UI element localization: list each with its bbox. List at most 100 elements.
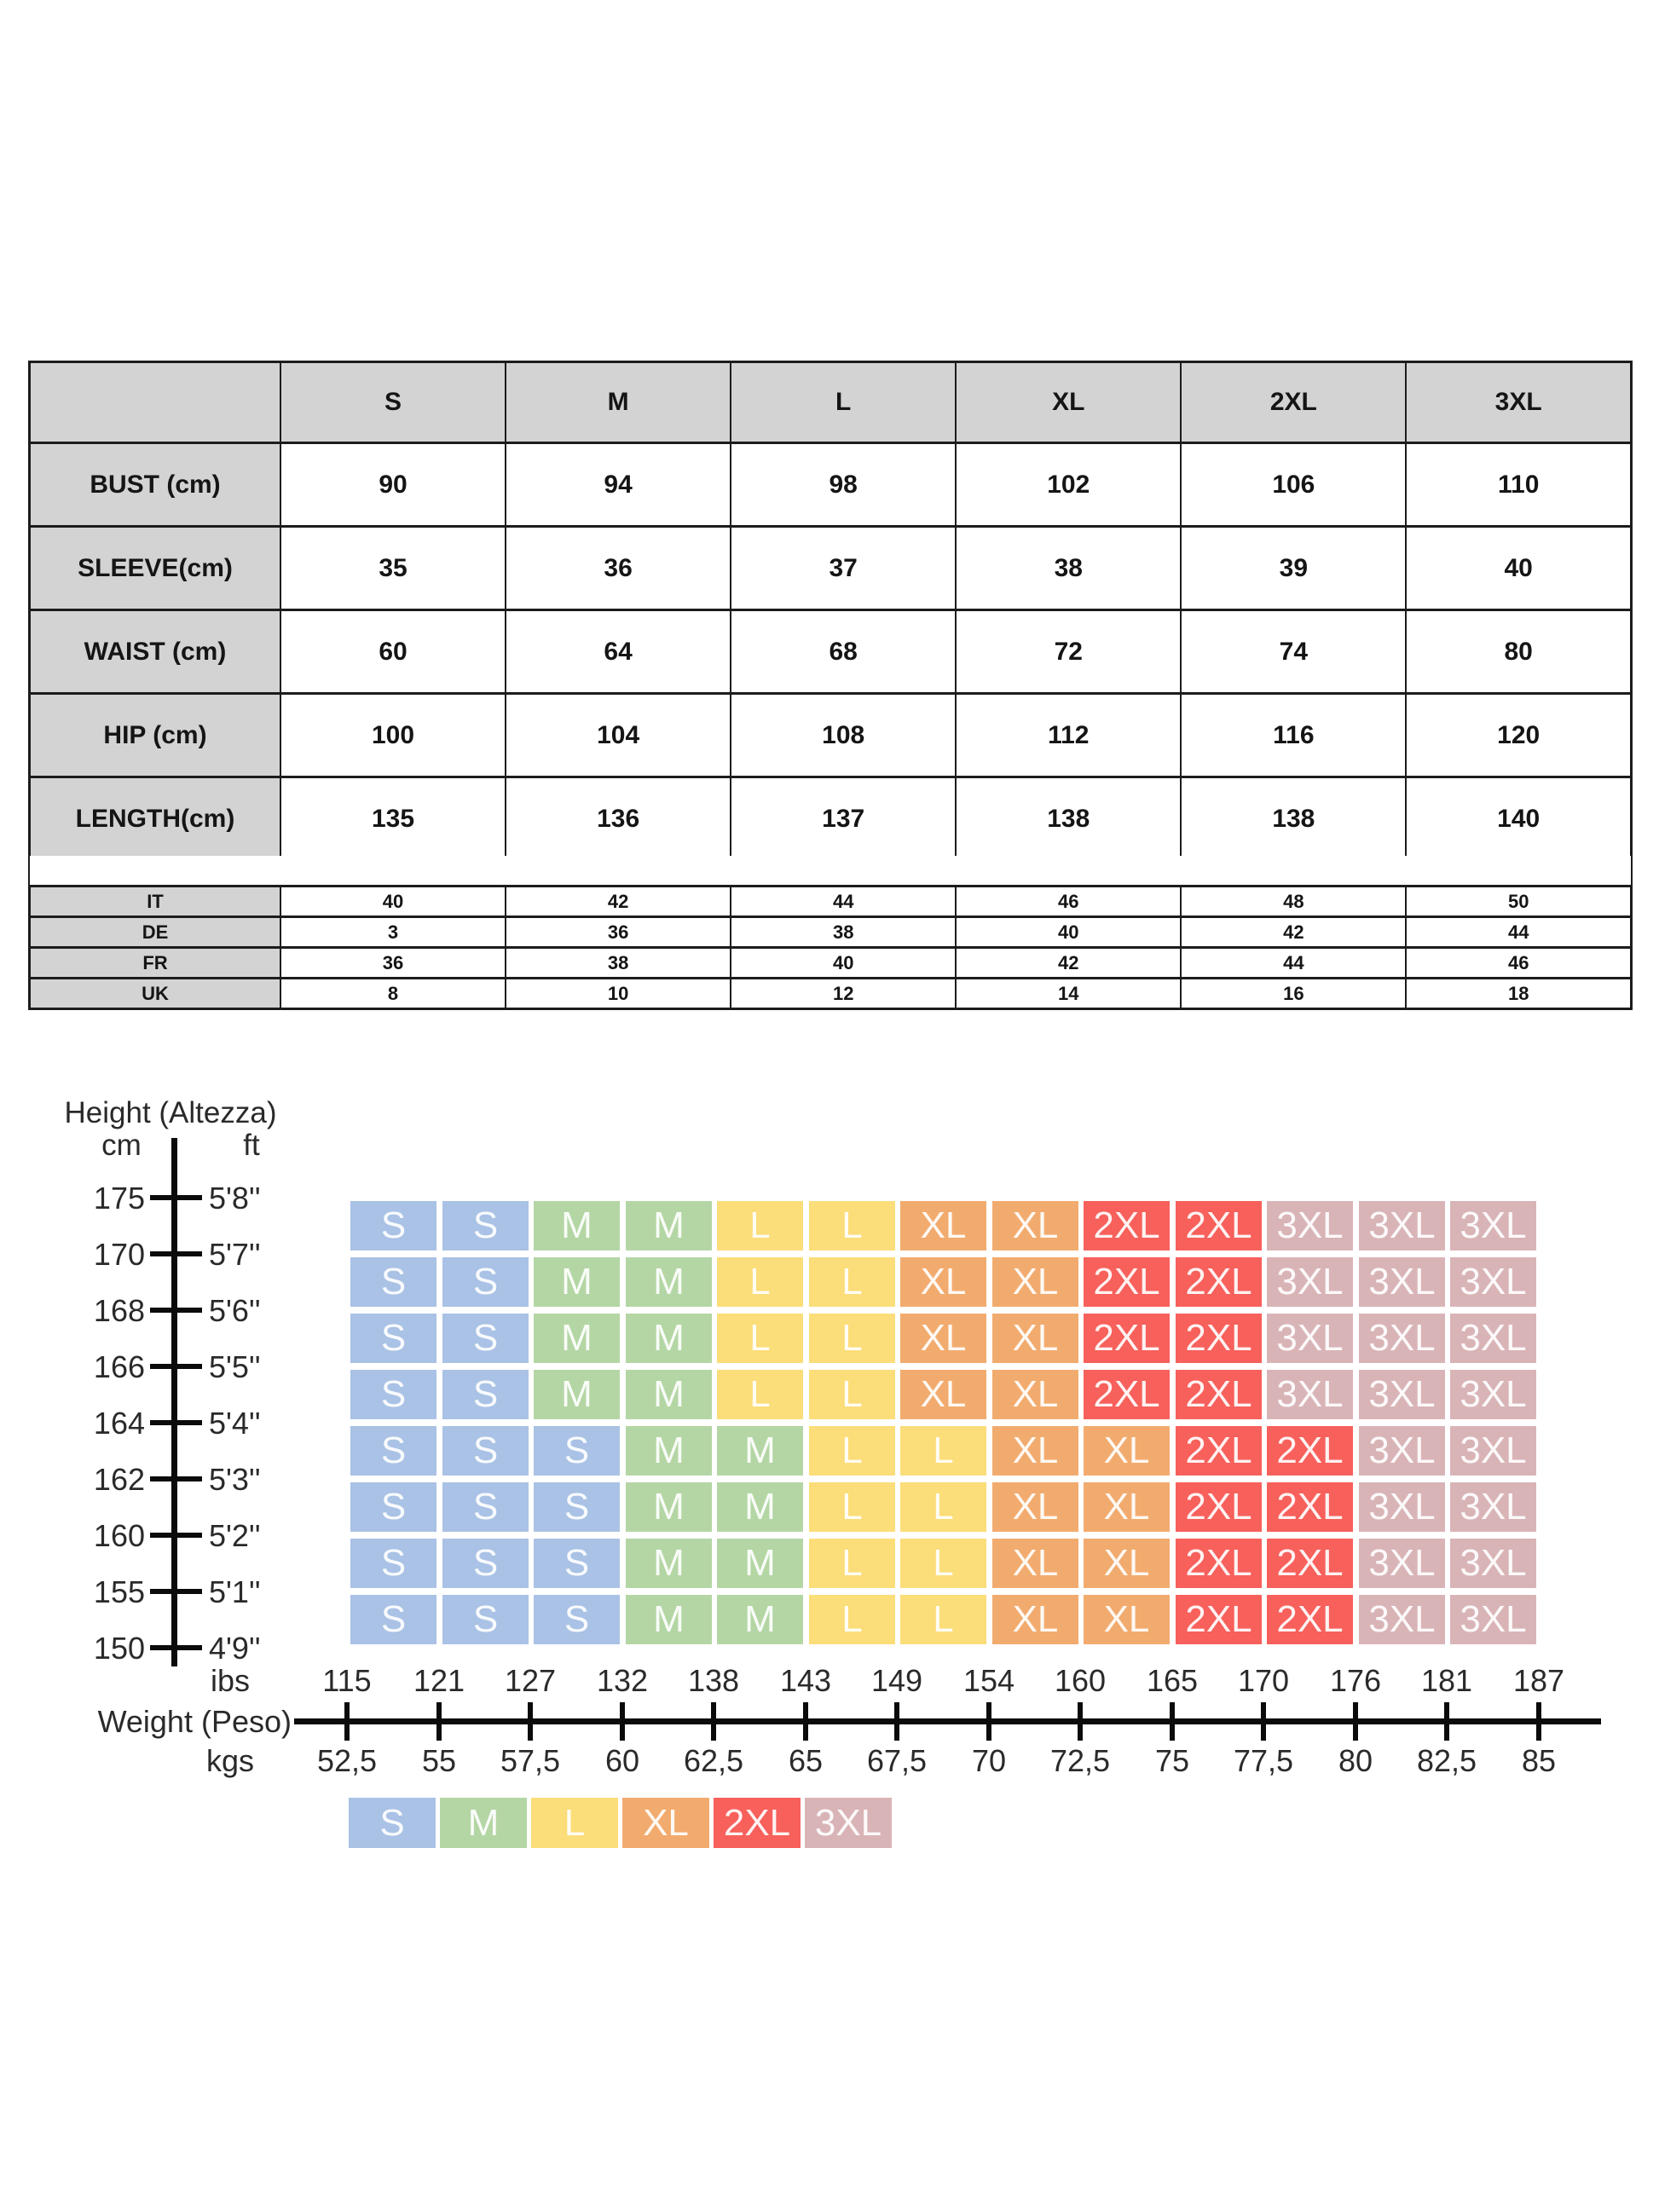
grid-cell-s: S — [442, 1257, 529, 1307]
grid-cell-l: L — [900, 1426, 986, 1476]
legend-item-2xl: 2XL — [714, 1798, 801, 1848]
height-cm-tick-label: 168 — [93, 1293, 145, 1328]
grid-cell-s: S — [350, 1257, 436, 1307]
weight-lbs-tick-label: 143 — [779, 1663, 832, 1698]
size-column-header: M — [505, 361, 732, 444]
weight-axis-title: Weight (Peso) — [97, 1704, 292, 1739]
grid-cell-s: S — [442, 1426, 529, 1476]
legend-item-xl: XL — [622, 1798, 709, 1848]
grid-cell-xl: XL — [992, 1370, 1078, 1419]
grid-cell-s: S — [442, 1314, 529, 1363]
grid-cell-2xl: 2XL — [1176, 1370, 1262, 1419]
height-tick-mark — [150, 1364, 202, 1369]
height-cm-tick-label: 150 — [93, 1631, 145, 1666]
height-ft-tick-label: 5'5'' — [209, 1349, 261, 1384]
height-ft-tick-label: 5'8'' — [209, 1181, 261, 1216]
legend-item-3xl: 3XL — [805, 1798, 892, 1848]
weight-kgs-tick-label: 72,5 — [1049, 1743, 1111, 1778]
measurement-cell: 116 — [1180, 692, 1408, 778]
grid-cell-3xl: 3XL — [1450, 1539, 1536, 1588]
grid-cell-m: M — [626, 1370, 712, 1419]
grid-cell-3xl: 3XL — [1359, 1257, 1445, 1307]
measurement-cell: 104 — [505, 692, 732, 778]
height-ft-tick-label: 5'4'' — [209, 1406, 261, 1441]
grid-cell-2xl: 2XL — [1084, 1257, 1170, 1307]
weight-lbs-tick-label: 187 — [1512, 1663, 1565, 1698]
weight-kgs-tick-label: 82,5 — [1416, 1743, 1477, 1778]
grid-cell-2xl: 2XL — [1176, 1257, 1262, 1307]
measurement-table: S M L XL 2XL 3XL BUST (cm) 90 94 98 102 106 110 SLEEV… — [28, 361, 1633, 862]
legend-item-l: L — [531, 1798, 618, 1848]
grid-cell-m: M — [534, 1201, 620, 1250]
conversion-cell: 42 — [955, 946, 1182, 979]
grid-cell-s: S — [534, 1539, 620, 1588]
grid-cell-xl: XL — [992, 1595, 1078, 1644]
legend-item-s: S — [349, 1798, 436, 1848]
weight-tick-mark — [986, 1702, 991, 1741]
weight-lbs-tick-label: 170 — [1237, 1663, 1290, 1698]
grid-cell-xl: XL — [992, 1257, 1078, 1307]
grid-cell-l: L — [809, 1257, 895, 1307]
country-row-label: FR — [28, 946, 281, 979]
grid-cell-s: S — [442, 1539, 529, 1588]
size-column-header: 3XL — [1405, 361, 1633, 444]
grid-cell-2xl: 2XL — [1267, 1539, 1353, 1588]
grid-cell-3xl: 3XL — [1267, 1314, 1353, 1363]
measurement-cell: 60 — [279, 609, 507, 695]
weight-lbs-tick-label: 138 — [687, 1663, 740, 1698]
grid-cell-3xl: 3XL — [1267, 1257, 1353, 1307]
weight-kgs-tick-label: 80 — [1338, 1743, 1373, 1778]
grid-cell-3xl: 3XL — [1450, 1257, 1536, 1307]
weight-kgs-tick-label: 60 — [604, 1743, 640, 1778]
grid-cell-xl: XL — [900, 1370, 986, 1419]
grid-cell-l: L — [900, 1595, 986, 1644]
grid-cell-3xl: 3XL — [1267, 1201, 1353, 1250]
conversion-cell: 12 — [730, 977, 957, 1010]
grid-cell-xl: XL — [900, 1201, 986, 1250]
weight-kgs-tick-label: 70 — [971, 1743, 1007, 1778]
grid-cell-3xl: 3XL — [1450, 1370, 1536, 1419]
measurement-row-label: LENGTH(cm) — [28, 776, 281, 862]
height-axis-line — [171, 1138, 177, 1666]
weight-lbs-tick-label: 181 — [1420, 1663, 1473, 1698]
weight-lbs-tick-label: 154 — [962, 1663, 1015, 1698]
measurement-cell: 135 — [279, 776, 507, 862]
grid-cell-m: M — [534, 1370, 620, 1419]
grid-cell-s: S — [534, 1482, 620, 1532]
grid-cell-s: S — [350, 1201, 436, 1250]
measurement-cell: 35 — [279, 525, 507, 611]
height-tick-mark — [150, 1476, 202, 1481]
weight-tick-mark — [1353, 1702, 1358, 1741]
height-tick-mark — [150, 1195, 202, 1200]
grid-cell-2xl: 2XL — [1084, 1370, 1170, 1419]
conversion-cell: 40 — [279, 885, 507, 918]
country-row-label: DE — [28, 915, 281, 949]
conversion-cell: 16 — [1180, 977, 1408, 1010]
grid-cell-2xl: 2XL — [1084, 1201, 1170, 1250]
height-cm-tick-label: 170 — [93, 1237, 145, 1272]
grid-cell-s: S — [442, 1482, 529, 1532]
grid-cell-2xl: 2XL — [1176, 1201, 1262, 1250]
height-ft-tick-label: 5'3'' — [209, 1462, 261, 1497]
grid-cell-l: L — [717, 1201, 803, 1250]
grid-cell-l: L — [809, 1482, 895, 1532]
grid-cell-m: M — [626, 1257, 712, 1307]
measurement-cell: 90 — [279, 442, 507, 528]
weight-lbs-tick-label: 115 — [322, 1663, 372, 1698]
height-axis-title: Height (Altezza) — [64, 1096, 277, 1129]
weight-lbs-tick-label: 149 — [870, 1663, 923, 1698]
weight-kgs-tick-label: 62,5 — [683, 1743, 744, 1778]
grid-cell-xl: XL — [1084, 1595, 1170, 1644]
measurement-cell: 98 — [730, 442, 957, 528]
measurement-cell: 138 — [1180, 776, 1408, 862]
grid-cell-s: S — [350, 1426, 436, 1476]
grid-cell-3xl: 3XL — [1450, 1201, 1536, 1250]
grid-cell-2xl: 2XL — [1176, 1426, 1262, 1476]
measurement-cell: 72 — [955, 609, 1182, 695]
weight-axis-line — [294, 1718, 1601, 1724]
grid-cell-3xl: 3XL — [1450, 1595, 1536, 1644]
height-tick-mark — [150, 1589, 202, 1594]
weight-tick-mark — [528, 1702, 533, 1741]
grid-cell-m: M — [626, 1426, 712, 1476]
grid-cell-2xl: 2XL — [1176, 1539, 1262, 1588]
